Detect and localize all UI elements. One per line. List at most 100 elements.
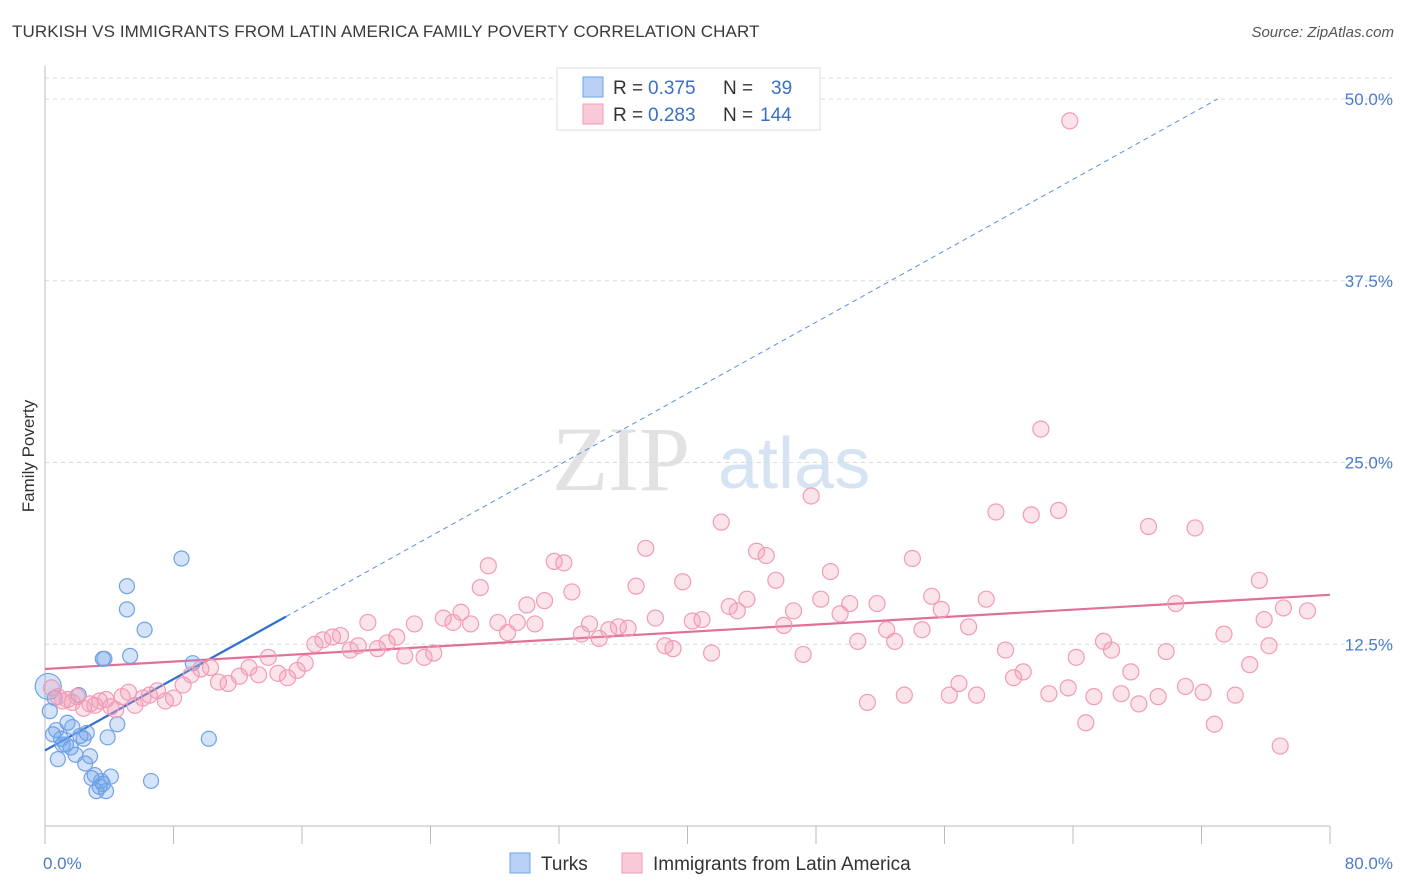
- point-latin-america: [1040, 685, 1058, 703]
- point-latin-america: [627, 577, 645, 595]
- point-latin-america: [415, 648, 433, 666]
- point-latin-america: [1149, 688, 1167, 706]
- point-latin-america: [250, 666, 268, 684]
- point-latin-america: [555, 554, 573, 572]
- point-latin-america: [462, 615, 480, 633]
- point-turks: [48, 721, 65, 739]
- point-turks: [59, 714, 76, 731]
- point-turks: [49, 751, 66, 768]
- point-latin-america: [230, 667, 248, 685]
- point-latin-america: [1255, 610, 1273, 629]
- series-legend-swatch-latin: [621, 852, 643, 874]
- point-latin-america: [950, 674, 968, 693]
- y-axis-label: Family Poverty: [19, 399, 38, 512]
- point-latin-america: [868, 594, 886, 613]
- point-latin-america: [1215, 625, 1233, 643]
- point-latin-america: [712, 513, 730, 531]
- point-latin-america: [1260, 637, 1278, 655]
- point-latin-america: [693, 610, 711, 629]
- point-turks: [99, 729, 116, 746]
- point-latin-america: [996, 641, 1015, 659]
- point-latin-america: [1004, 669, 1023, 687]
- stats-legend-r-label-latin: R =: [613, 105, 643, 126]
- point-turks: [64, 719, 81, 736]
- chart-source: Source: ZipAtlas.com: [1251, 24, 1394, 41]
- point-turks: [96, 650, 113, 667]
- point-latin-america: [518, 596, 536, 614]
- point-latin-america: [802, 487, 820, 505]
- point-latin-america: [331, 626, 350, 645]
- stats-legend-n-label-turks: N =: [723, 78, 753, 99]
- series-legend-label-turks: Turks: [541, 854, 588, 875]
- point-turks: [34, 672, 62, 701]
- point-latin-america: [812, 590, 830, 608]
- point-latin-america: [140, 686, 159, 704]
- point-latin-america: [1205, 715, 1223, 733]
- y-tick-label: 12.5%: [1345, 635, 1393, 654]
- watermark-zip: ZIP: [552, 408, 690, 510]
- point-latin-america: [720, 597, 738, 616]
- point-latin-america: [479, 557, 497, 575]
- stats-legend-swatch-turks: [582, 76, 604, 98]
- point-latin-america: [674, 573, 692, 591]
- point-latin-america: [102, 698, 120, 716]
- point-turks: [173, 550, 190, 567]
- point-latin-america: [728, 602, 746, 620]
- point-latin-america: [878, 621, 896, 639]
- point-latin-america: [932, 600, 950, 618]
- point-latin-america: [563, 583, 581, 601]
- point-turks: [81, 748, 99, 765]
- point-latin-america: [58, 690, 77, 709]
- point-latin-america: [1226, 686, 1244, 704]
- point-latin-america: [747, 542, 766, 560]
- point-latin-america: [1241, 656, 1259, 674]
- point-latin-america: [841, 594, 859, 613]
- point-turks: [109, 716, 126, 733]
- point-latin-america: [1059, 679, 1077, 697]
- point-latin-america: [702, 644, 721, 662]
- point-latin-america: [349, 637, 367, 655]
- point-turks: [102, 768, 119, 785]
- point-latin-america: [923, 587, 941, 605]
- point-latin-america: [767, 571, 785, 589]
- point-latin-america: [1250, 571, 1268, 589]
- stats-legend-r-label-turks: R =: [613, 78, 643, 99]
- y-tick-label: 25.0%: [1345, 454, 1393, 473]
- point-latin-america: [1022, 506, 1040, 524]
- point-latin-america: [396, 647, 414, 665]
- point-latin-america: [913, 621, 931, 639]
- point-latin-america: [1112, 685, 1130, 703]
- point-latin-america: [664, 640, 682, 658]
- point-latin-america: [821, 562, 840, 581]
- point-latin-america: [182, 666, 200, 684]
- stats-legend-n-value-turks: 39: [771, 78, 792, 99]
- point-latin-america: [987, 503, 1005, 521]
- point-latin-america: [259, 648, 277, 666]
- y-tick-label: 37.5%: [1345, 272, 1393, 291]
- point-turks: [57, 736, 74, 753]
- point-latin-america: [388, 628, 406, 646]
- trend-line-turks-extension: [285, 98, 1218, 618]
- point-latin-america: [784, 602, 803, 620]
- point-latin-america: [164, 689, 183, 707]
- point-turks: [118, 578, 136, 595]
- point-latin-america: [1077, 714, 1095, 732]
- point-latin-america: [1186, 519, 1204, 537]
- stats-legend: R = 0.375 N = 39 R = 0.283 N = 144: [556, 67, 821, 131]
- point-latin-america: [42, 679, 61, 697]
- point-latin-america: [1085, 688, 1103, 706]
- point-latin-america: [526, 615, 544, 633]
- point-latin-america: [269, 664, 287, 682]
- point-turks: [136, 621, 153, 638]
- point-latin-america: [535, 592, 554, 610]
- stats-legend-r-value-turks: 0.375: [648, 78, 696, 99]
- point-latin-america: [738, 590, 756, 608]
- point-latin-america: [794, 645, 812, 664]
- point-latin-america: [1067, 648, 1085, 666]
- point-latin-america: [1049, 501, 1068, 520]
- point-latin-america: [359, 613, 377, 632]
- chart-title: TURKISH VS IMMIGRANTS FROM LATIN AMERICA…: [12, 22, 760, 41]
- point-latin-america: [306, 635, 324, 653]
- point-latin-america: [886, 632, 904, 650]
- stats-legend-n-value-latin: 144: [760, 105, 792, 126]
